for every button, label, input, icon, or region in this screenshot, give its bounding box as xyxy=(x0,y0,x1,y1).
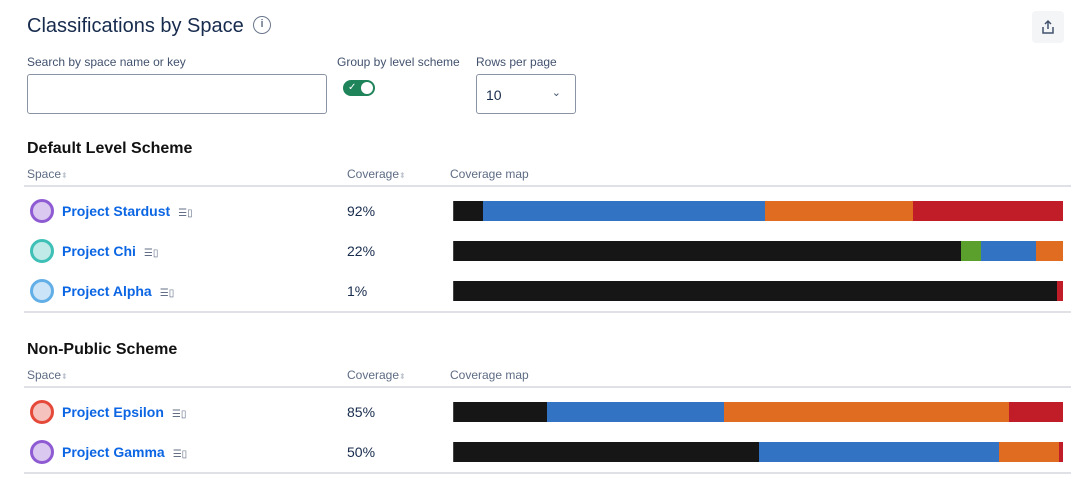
coverage-segment xyxy=(547,402,725,422)
header-divider xyxy=(24,185,1071,187)
rows-value: 10 xyxy=(486,87,502,103)
space-link[interactable]: Project Gamma ☰▯ xyxy=(62,444,187,460)
coverage-map-bar xyxy=(453,241,1063,261)
coverage-segment xyxy=(724,402,1010,422)
group-toggle-label: Group by level scheme xyxy=(337,55,460,69)
column-space[interactable]: Space⬍ xyxy=(27,167,68,181)
coverage-value: 22% xyxy=(347,243,376,259)
coverage-segment xyxy=(454,442,760,462)
sort-icon: ⬍ xyxy=(61,171,68,180)
page-tree-icon[interactable]: ☰▯ xyxy=(171,409,187,420)
space-avatar xyxy=(30,400,54,424)
coverage-segment xyxy=(454,402,548,422)
info-icon[interactable]: i xyxy=(253,16,271,34)
coverage-segment xyxy=(454,241,962,261)
coverage-map-bar xyxy=(453,281,1063,301)
coverage-value: 85% xyxy=(347,404,376,420)
group-title: Default Level Scheme xyxy=(27,140,193,157)
table-row: Project Gamma ☰▯ 50% xyxy=(0,432,1074,472)
space-avatar xyxy=(30,279,54,303)
space-name: Project Chi xyxy=(62,243,136,259)
coverage-segment xyxy=(483,201,766,221)
page-title: Classifications by Space xyxy=(27,15,244,37)
coverage-segment xyxy=(454,201,484,221)
space-link[interactable]: Project Alpha ☰▯ xyxy=(62,283,174,299)
rows-per-page-label: Rows per page xyxy=(476,55,557,69)
column-coverage-map: Coverage map xyxy=(450,368,529,382)
group-divider xyxy=(24,472,1071,474)
coverage-segment xyxy=(1009,402,1063,422)
space-avatar xyxy=(30,199,54,223)
sort-icon: ⬍ xyxy=(61,372,68,381)
column-coverage[interactable]: Coverage⬍ xyxy=(347,167,406,181)
sort-icon: ⬍ xyxy=(399,171,406,180)
group-title: Non-Public Scheme xyxy=(27,341,178,358)
sort-icon: ⬍ xyxy=(399,372,406,381)
coverage-segment xyxy=(1056,281,1063,301)
column-label: Space xyxy=(27,167,62,181)
coverage-segment xyxy=(1035,241,1063,261)
coverage-segment xyxy=(765,201,914,221)
check-icon: ✓ xyxy=(348,82,357,93)
search-label: Search by space name or key xyxy=(27,55,186,69)
coverage-map-bar xyxy=(453,201,1063,221)
coverage-value: 1% xyxy=(347,283,368,299)
coverage-value: 92% xyxy=(347,203,376,219)
coverage-segment xyxy=(999,442,1060,462)
coverage-map-bar xyxy=(453,442,1063,462)
column-label: Coverage xyxy=(347,167,400,181)
space-name: Project Gamma xyxy=(62,444,165,460)
column-label: Space xyxy=(27,368,62,382)
page-tree-icon[interactable]: ☰▯ xyxy=(178,208,193,219)
coverage-segment xyxy=(759,442,1000,462)
coverage-segment xyxy=(961,241,982,261)
chevron-down-icon: ⌄ xyxy=(551,87,561,99)
space-avatar xyxy=(30,239,54,263)
rows-per-page-select[interactable]: 10 ⌄ xyxy=(476,74,576,114)
coverage-map-bar xyxy=(453,402,1063,422)
space-name: Project Alpha xyxy=(62,283,152,299)
export-button[interactable] xyxy=(1032,11,1064,43)
space-name: Project Stardust xyxy=(62,203,171,219)
page-tree-icon[interactable]: ☰▯ xyxy=(172,449,188,460)
column-coverage-map: Coverage map xyxy=(450,167,529,181)
table-row: Project Chi ☰▯ 22% xyxy=(0,231,1074,271)
space-link[interactable]: Project Stardust ☰▯ xyxy=(62,203,193,219)
page-tree-icon[interactable]: ☰▯ xyxy=(143,248,159,259)
coverage-segment xyxy=(913,201,1063,221)
table-row: Project Epsilon ☰▯ 85% xyxy=(0,392,1074,432)
coverage-segment xyxy=(981,241,1036,261)
coverage-segment xyxy=(1059,442,1063,462)
column-coverage[interactable]: Coverage⬍ xyxy=(347,368,406,382)
space-avatar xyxy=(30,440,54,464)
coverage-segment xyxy=(454,281,1057,301)
group-divider xyxy=(24,311,1071,313)
share-icon xyxy=(1042,19,1054,34)
search-input[interactable] xyxy=(27,74,327,114)
column-label: Coverage xyxy=(347,368,400,382)
column-space[interactable]: Space⬍ xyxy=(27,368,68,382)
space-link[interactable]: Project Chi ☰▯ xyxy=(62,243,158,259)
header-divider xyxy=(24,386,1071,388)
page-tree-icon[interactable]: ☰▯ xyxy=(159,288,175,299)
coverage-value: 50% xyxy=(347,444,376,460)
group-by-scheme-toggle[interactable]: ✓ xyxy=(343,80,375,96)
table-row: Project Alpha ☰▯ 1% xyxy=(0,271,1074,311)
space-name: Project Epsilon xyxy=(62,404,164,420)
table-row: Project Stardust ☰▯ 92% xyxy=(0,191,1074,231)
space-link[interactable]: Project Epsilon ☰▯ xyxy=(62,404,186,420)
